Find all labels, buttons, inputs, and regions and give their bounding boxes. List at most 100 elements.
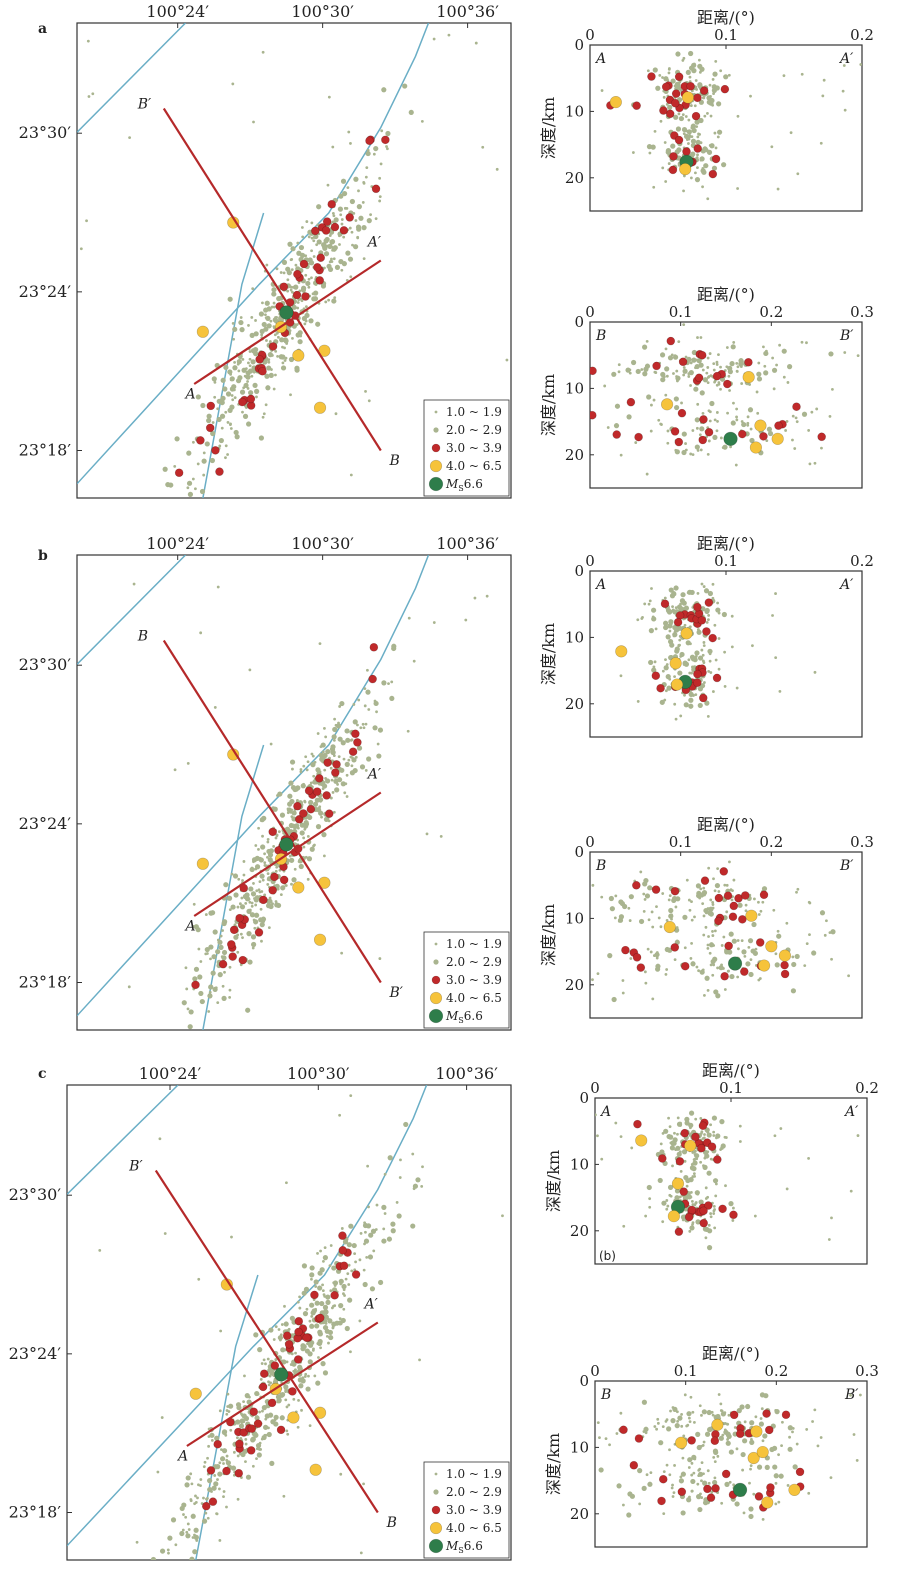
- event-background: [723, 650, 727, 654]
- event-background: [196, 1030, 199, 1033]
- event-background: [385, 147, 389, 151]
- event-m3: [682, 147, 691, 156]
- event-m4: [679, 163, 692, 176]
- event-m3: [720, 84, 730, 94]
- event-background: [206, 417, 212, 424]
- event-background: [682, 132, 686, 136]
- event-background: [344, 1277, 348, 1281]
- event-background: [716, 420, 719, 423]
- event-background: [699, 1134, 702, 1137]
- event-background: [688, 703, 694, 709]
- event-background: [699, 1160, 703, 1164]
- event-background: [723, 883, 727, 887]
- event-background: [345, 250, 351, 256]
- event-m4: [756, 1445, 769, 1459]
- event-m4: [671, 1177, 685, 1190]
- event-m3: [238, 397, 247, 407]
- event-background: [674, 149, 680, 155]
- event-m3: [692, 678, 702, 688]
- event-background: [687, 375, 691, 378]
- event-background: [306, 856, 313, 862]
- event-background: [213, 1481, 219, 1487]
- event-background: [693, 386, 699, 392]
- event-background: [356, 235, 360, 239]
- mainshock-marker: [723, 431, 738, 446]
- event-background: [285, 1405, 289, 1409]
- event-background: [668, 1125, 672, 1129]
- event-background: [831, 387, 834, 391]
- event-background: [223, 970, 226, 974]
- event-background: [349, 1350, 352, 1354]
- event-background: [321, 832, 327, 838]
- event-m3: [254, 928, 264, 937]
- event-background: [362, 257, 366, 261]
- event-m3: [348, 747, 358, 756]
- event-background: [659, 1142, 663, 1146]
- event-background: [250, 901, 254, 905]
- event-background: [331, 220, 335, 224]
- event-background: [232, 326, 238, 332]
- event-background: [791, 414, 795, 418]
- event-background: [272, 1338, 276, 1341]
- event-background: [247, 361, 250, 365]
- event-background: [322, 854, 326, 858]
- event-background: [305, 1307, 309, 1311]
- event-background: [345, 795, 349, 798]
- event-background: [298, 289, 302, 293]
- event-m3: [315, 276, 325, 285]
- event-background: [239, 932, 243, 936]
- event-background: [364, 769, 368, 772]
- event-background: [344, 761, 350, 767]
- event-background: [750, 948, 756, 954]
- event-background: [389, 695, 395, 702]
- event-background: [795, 420, 799, 424]
- event-background: [255, 889, 259, 893]
- event-background: [648, 1205, 652, 1209]
- event-background: [682, 323, 686, 327]
- legend-label-sub: S: [458, 1016, 463, 1025]
- event-background: [307, 1374, 310, 1378]
- event-background: [759, 1417, 763, 1420]
- event-background: [246, 931, 252, 937]
- legend-swatch-m4: [429, 991, 443, 1005]
- event-background: [676, 1116, 680, 1120]
- event-background: [690, 138, 697, 144]
- event-background: [345, 773, 349, 777]
- event-background: [776, 929, 780, 933]
- event-background: [653, 660, 657, 664]
- event-background: [776, 933, 782, 939]
- event-background: [619, 1135, 623, 1139]
- event-background: [674, 646, 680, 652]
- event-background: [319, 799, 323, 803]
- event-m3: [324, 809, 334, 818]
- event-background: [222, 386, 228, 392]
- event-background: [240, 1476, 243, 1479]
- legend-swatch-m1: [434, 1472, 438, 1476]
- event-background: [759, 909, 763, 913]
- event-m3: [674, 135, 684, 145]
- event-background: [655, 956, 659, 960]
- event-background: [643, 898, 647, 901]
- event-m3: [711, 154, 721, 164]
- event-background: [704, 1236, 708, 1240]
- event-background: [373, 145, 379, 152]
- event-background: [317, 1285, 323, 1291]
- x-tick-label: 0.2: [850, 26, 874, 44]
- event-background: [677, 163, 681, 167]
- event-background: [221, 929, 224, 932]
- event-background: [191, 477, 195, 481]
- event-background: [707, 1223, 711, 1227]
- event-background: [645, 472, 649, 476]
- legend-label-mainshock: MS6.6: [445, 477, 483, 493]
- event-background: [720, 1409, 724, 1413]
- y-tick-label: 0: [574, 843, 584, 861]
- event-background: [813, 461, 817, 465]
- event-background: [318, 770, 322, 774]
- event-background: [676, 375, 679, 379]
- event-background: [343, 1294, 346, 1297]
- event-background: [364, 1230, 367, 1234]
- event-background: [583, 934, 586, 937]
- event-background: [162, 466, 168, 472]
- event-background: [217, 972, 223, 978]
